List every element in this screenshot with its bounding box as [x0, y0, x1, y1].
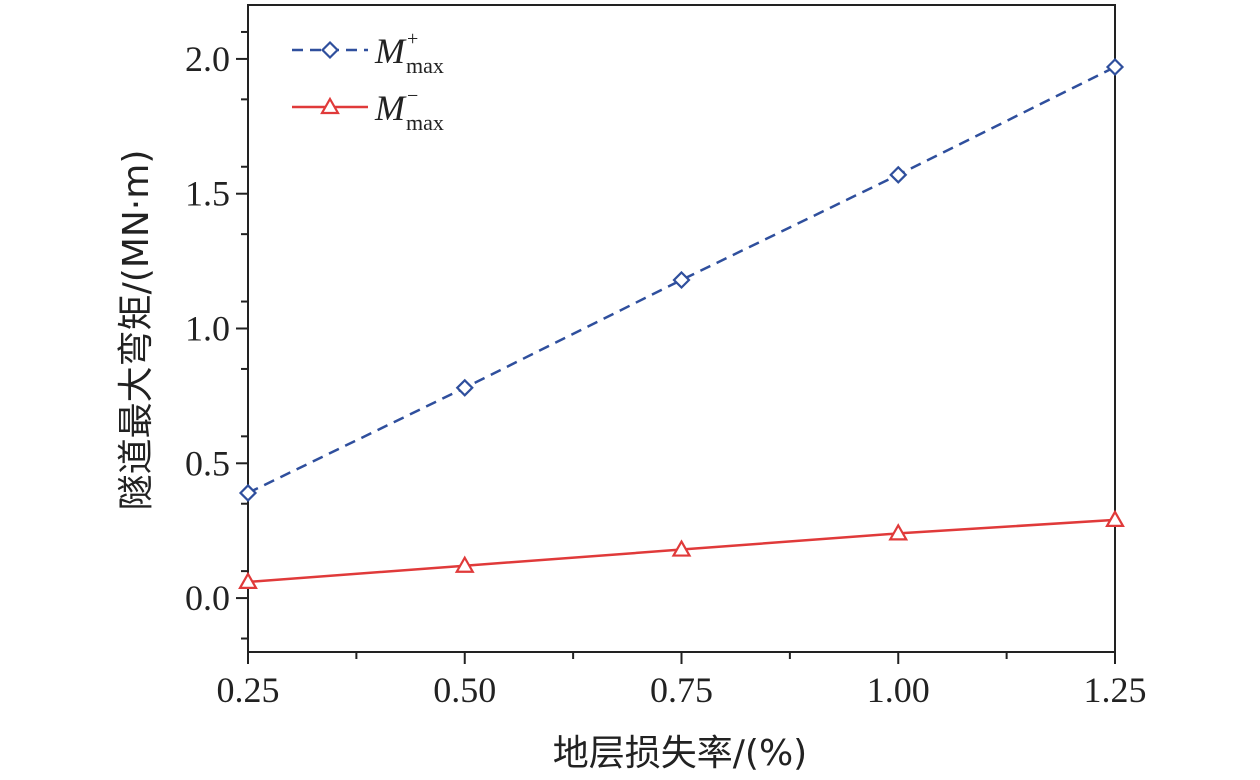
- data-point: [1105, 509, 1125, 528]
- x-tick-label: 0.25: [217, 670, 280, 710]
- data-point: [671, 539, 692, 557]
- legend-label: M − max: [374, 85, 444, 135]
- legend-item: M − max: [292, 85, 444, 135]
- y-tick-label: 1.5: [185, 174, 230, 214]
- y-tick-label: 2.0: [185, 39, 230, 79]
- y-axis-title: 隧道最大弯矩/(MN·m): [116, 150, 157, 511]
- x-tick-label: 0.75: [650, 670, 713, 710]
- data-point: [1105, 57, 1125, 77]
- legend: M + max M − max: [292, 28, 444, 135]
- data-point: [238, 571, 258, 590]
- x-tick-label: 1.00: [867, 670, 930, 710]
- legend-item: M + max: [292, 28, 444, 78]
- series-2: [238, 509, 1125, 590]
- data-point: [672, 270, 691, 290]
- x-axis-title: 地层损失率/(%): [553, 733, 807, 774]
- legend-label: M + max: [374, 28, 444, 78]
- y-tick-label: 1.0: [185, 309, 230, 349]
- legend-marker: [320, 96, 340, 115]
- x-axis: 0.25 0.50 0.75 1.00 1.25: [217, 652, 1147, 710]
- x-tick-label: 0.50: [433, 670, 496, 710]
- data-point: [454, 555, 475, 573]
- series-layer: [238, 57, 1125, 590]
- y-axis: 0.0 0.5 1.0 1.5 2.0: [185, 30, 248, 640]
- data-point: [889, 165, 908, 184]
- y-tick-label: 0.0: [185, 578, 230, 618]
- x-tick-label: 1.25: [1084, 670, 1147, 710]
- data-point: [238, 483, 258, 503]
- y-tick-label: 0.5: [185, 443, 230, 483]
- series-1: [238, 57, 1125, 503]
- data-point: [888, 523, 909, 541]
- legend-marker: [320, 40, 340, 60]
- data-point: [455, 378, 474, 397]
